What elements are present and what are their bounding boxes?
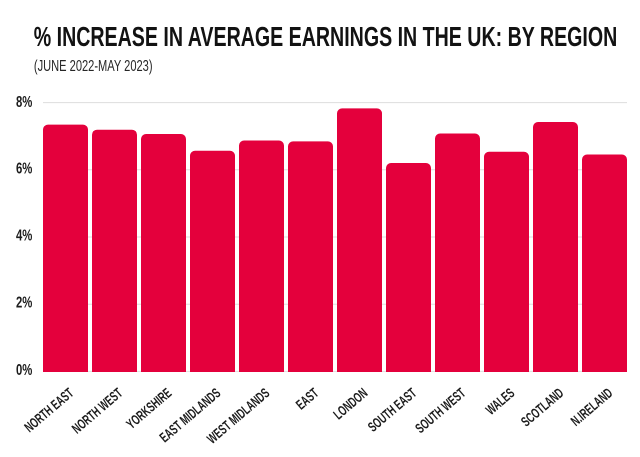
- svg-text:(JUNE 2022-MAY 2023): (JUNE 2022-MAY 2023): [34, 57, 153, 74]
- svg-text:6%: 6%: [16, 160, 32, 177]
- svg-text:8%: 8%: [16, 93, 32, 110]
- svg-text:0%: 0%: [16, 361, 32, 378]
- svg-text:4%: 4%: [16, 227, 32, 244]
- svg-text:% INCREASE IN AVERAGE EARNINGS: % INCREASE IN AVERAGE EARNINGS IN THE UK…: [34, 22, 618, 53]
- svg-text:2%: 2%: [16, 294, 32, 311]
